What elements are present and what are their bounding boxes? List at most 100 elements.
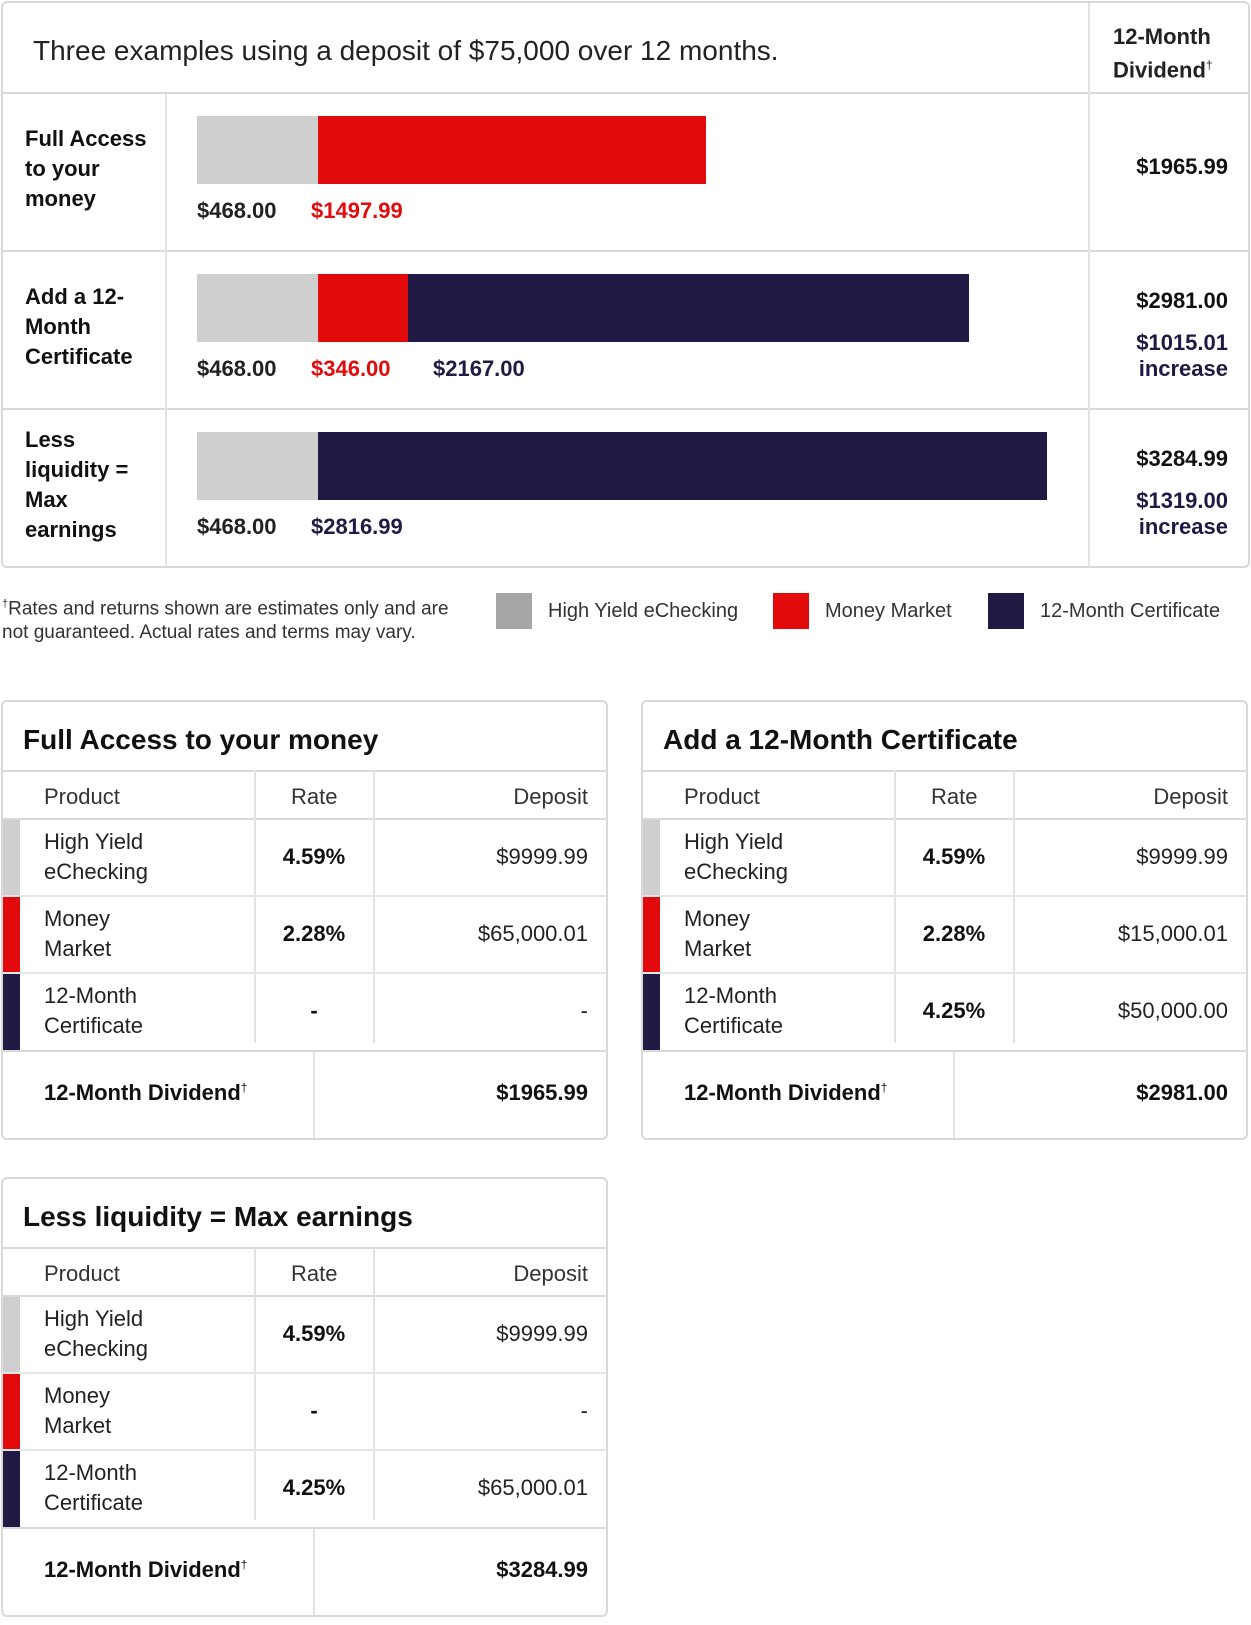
- divider: [3, 1527, 606, 1529]
- column-header-deposit: Deposit: [513, 1261, 588, 1286]
- product-rate: 4.25%: [282, 1475, 346, 1500]
- column-divider: [254, 770, 256, 1043]
- bar-segment-certificate: [318, 432, 1047, 500]
- bar-value-money-market: $346.00: [311, 356, 391, 381]
- product-rate: -: [310, 1398, 318, 1423]
- row-label-line: Certificate: [25, 344, 133, 369]
- total-dividend-value: $1965.99: [496, 1080, 588, 1105]
- product-name: Money Market: [684, 904, 751, 964]
- dagger-mark: †: [1205, 58, 1213, 72]
- product-rate: 4.59%: [282, 1321, 346, 1346]
- bar-segment-echecking: [197, 432, 318, 500]
- product-name: Money Market: [44, 1381, 111, 1441]
- total-label-text: 12-Month Dividend: [44, 1557, 241, 1582]
- row-divider: [3, 1449, 606, 1451]
- product-name: Money Market: [44, 904, 111, 964]
- product-deposit: -: [580, 1398, 588, 1423]
- column-divider: [894, 770, 896, 1043]
- row-dividend-increase: $1015.01 increase: [1136, 330, 1228, 382]
- column-divider: [313, 1052, 315, 1138]
- product-name-line: Certificate: [44, 1013, 144, 1038]
- chart-row-full-access: Full Access to your money $468.00 $1497.…: [3, 94, 1248, 252]
- row-label-line: Add a 12-: [25, 284, 125, 309]
- product-deposit: $9999.99: [496, 844, 588, 869]
- bar-value-money-market: $1497.99: [311, 198, 403, 223]
- card-title: Add a 12-Month Certificate: [663, 724, 1018, 755]
- product-deposit: $15,000.01: [1117, 921, 1228, 946]
- row-label-line: earnings: [25, 517, 117, 542]
- total-dividend-label: 12-Month Dividend†: [684, 1080, 887, 1106]
- label-column-divider: [165, 94, 167, 566]
- product-rate: 2.28%: [922, 921, 986, 946]
- increase-value: $1015.01: [1136, 330, 1228, 355]
- product-name-line: eChecking: [44, 859, 148, 884]
- divider: [643, 1050, 1246, 1052]
- dagger-mark: †: [880, 1080, 888, 1095]
- row-divider: [3, 895, 606, 897]
- dagger-mark: †: [240, 1557, 248, 1572]
- product-deposit: $9999.99: [496, 1321, 588, 1346]
- dividend-header-line2: Dividend: [1113, 57, 1206, 83]
- dividend-column-header: 12-Month Dividend†: [1113, 23, 1213, 84]
- legend-item-money-market: Money Market: [773, 592, 952, 630]
- product-name-line: 12-Month: [44, 1460, 137, 1485]
- chart-row-add-certificate: Add a 12- Month Certificate $468.00 $346…: [3, 252, 1248, 410]
- row-divider: [3, 972, 606, 974]
- bar-segment-echecking: [197, 116, 318, 184]
- row-label: Full Access to your money: [25, 124, 155, 214]
- product-color-strip: [3, 820, 20, 897]
- footnote-line: not guaranteed. Actual rates and terms m…: [2, 622, 416, 644]
- row-divider: [3, 1372, 606, 1374]
- column-header-rate: Rate: [291, 1261, 338, 1286]
- bar-value-echecking: $468.00: [197, 356, 277, 381]
- row-dividend-increase: $1319.00 increase: [1136, 488, 1228, 540]
- product-color-strip: [3, 1374, 20, 1451]
- product-deposit: $50,000.00: [1117, 998, 1228, 1023]
- bar-value-echecking: $468.00: [197, 514, 277, 539]
- product-name-line: Money: [44, 1383, 111, 1408]
- column-header-rate: Rate: [291, 784, 338, 809]
- legend-label: Money Market: [825, 599, 952, 622]
- product-color-strip: [643, 897, 660, 974]
- total-dividend-label: 12-Month Dividend†: [44, 1557, 247, 1583]
- legend-item-echecking: High Yield eChecking: [496, 592, 738, 630]
- product-name-line: High Yield: [684, 829, 784, 854]
- row-label: Less liquidity = Max earnings: [25, 425, 155, 545]
- row-dividend-total: $3284.99: [1136, 446, 1228, 471]
- product-deposit: -: [580, 998, 588, 1023]
- product-name: High Yield eChecking: [44, 827, 148, 887]
- product-color-strip: [3, 897, 20, 974]
- chart-row-less-liquidity: Less liquidity = Max earnings $468.00 $2…: [3, 410, 1248, 566]
- product-name-line: Money: [684, 906, 751, 931]
- row-label-line: to your: [25, 156, 100, 181]
- divider: [3, 770, 606, 772]
- product-color-strip: [643, 820, 660, 897]
- product-name-line: Market: [44, 1413, 112, 1438]
- card-title: Less liquidity = Max earnings: [23, 1201, 413, 1232]
- bar-value-echecking: $468.00: [197, 198, 277, 223]
- dagger-mark: †: [2, 598, 9, 610]
- total-dividend-value: $3284.99: [496, 1557, 588, 1582]
- row-label-line: liquidity =: [25, 457, 129, 482]
- total-dividend-label: 12-Month Dividend†: [44, 1080, 247, 1106]
- row-label-line: Less: [25, 427, 76, 452]
- product-deposit: $9999.99: [1136, 844, 1228, 869]
- column-divider: [373, 770, 375, 1043]
- product-name-line: eChecking: [44, 1336, 148, 1361]
- product-name-line: Market: [684, 936, 752, 961]
- divider: [3, 1295, 606, 1297]
- dividend-comparison-chart: Three examples using a deposit of $75,00…: [1, 1, 1250, 568]
- column-divider: [254, 1247, 256, 1520]
- increase-label: increase: [1138, 356, 1228, 381]
- row-divider: [643, 972, 1246, 974]
- chart-header: Three examples using a deposit of $75,00…: [3, 3, 1248, 94]
- row-dividend-total: $1965.99: [1136, 154, 1228, 179]
- product-name-line: 12-Month: [44, 983, 137, 1008]
- product-name: 12-Month Certificate: [44, 981, 143, 1041]
- product-name-line: Certificate: [684, 1013, 784, 1038]
- disclaimer-footnote: †Rates and returns shown are estimates o…: [2, 592, 482, 645]
- product-deposit: $65,000.01: [477, 1475, 588, 1500]
- column-header-rate: Rate: [931, 784, 978, 809]
- column-header-product: Product: [44, 1261, 120, 1286]
- bar-value-certificate: $2167.00: [433, 356, 525, 381]
